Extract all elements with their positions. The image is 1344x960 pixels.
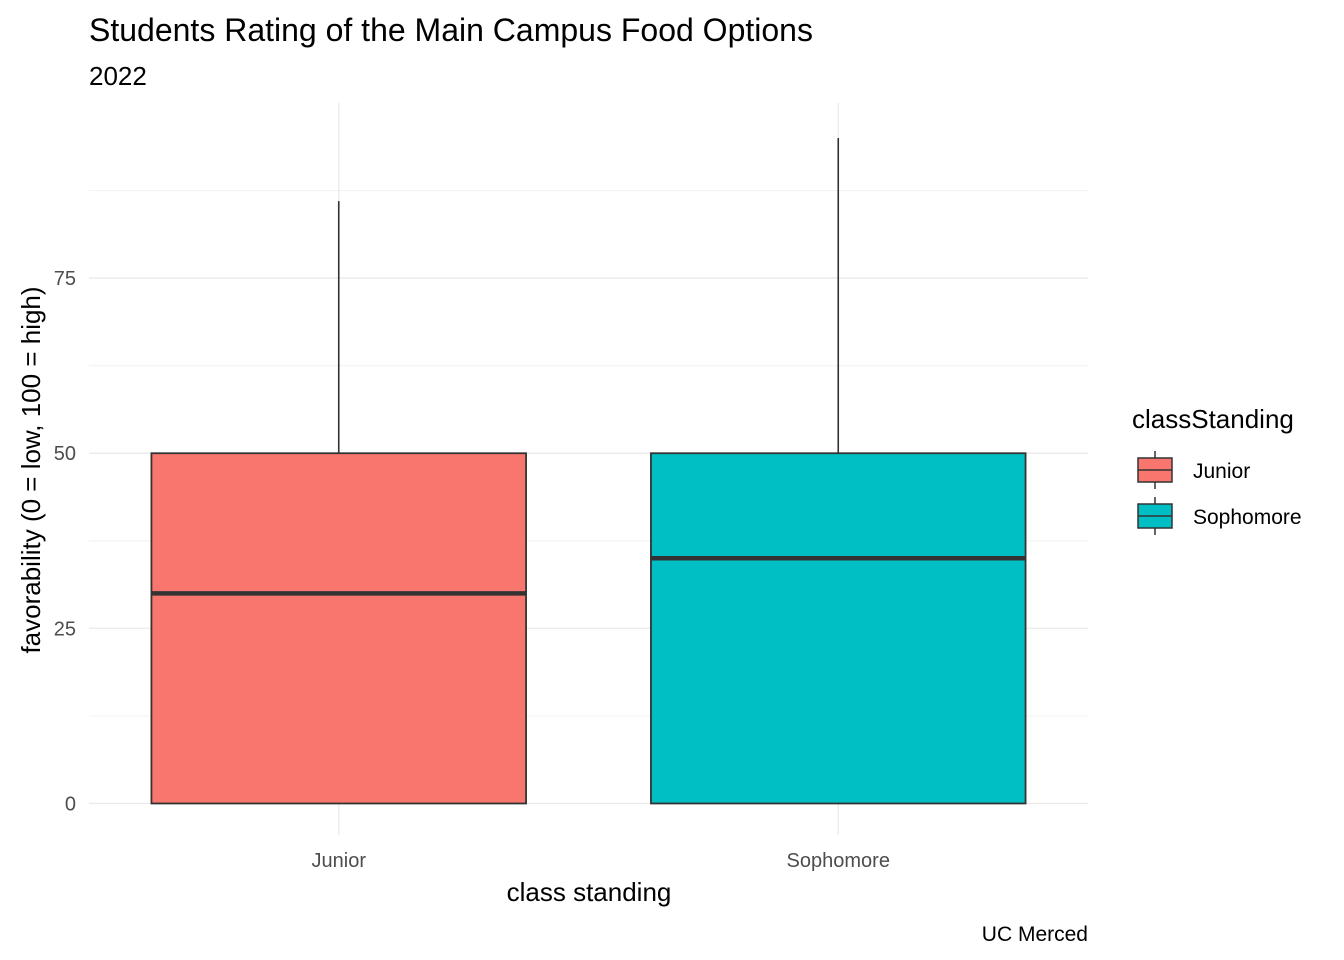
box-junior <box>150 452 527 805</box>
y-tick-label: 75 <box>54 268 76 290</box>
legend-title: classStanding <box>1132 404 1294 434</box>
y-axis-ticks: 0 25 50 75 <box>54 268 76 815</box>
chart-caption: UC Merced <box>982 923 1088 946</box>
x-axis-title: class standing <box>507 877 672 907</box>
y-tick-label: 25 <box>54 618 76 640</box>
chart-subtitle: 2022 <box>89 61 147 91</box>
chart-title: Students Rating of the Main Campus Food … <box>89 12 813 48</box>
legend-key-sophomore <box>1137 497 1173 535</box>
x-tick-label: Sophomore <box>787 850 890 872</box>
legend-key-junior <box>1137 451 1173 489</box>
x-tick-label: Junior <box>312 850 367 872</box>
y-axis-title: favorability (0 = low, 100 = high) <box>16 286 46 653</box>
legend-label: Sophomore <box>1193 506 1302 529</box>
box-layer <box>150 138 1027 805</box>
legend: classStanding Junior Sophomore <box>1132 404 1302 535</box>
legend-label: Junior <box>1193 460 1250 483</box>
y-tick-label: 50 <box>54 443 76 465</box>
y-tick-label: 0 <box>65 793 76 815</box>
x-axis-ticks: Junior Sophomore <box>312 850 890 872</box>
box-sophomore <box>650 452 1027 805</box>
